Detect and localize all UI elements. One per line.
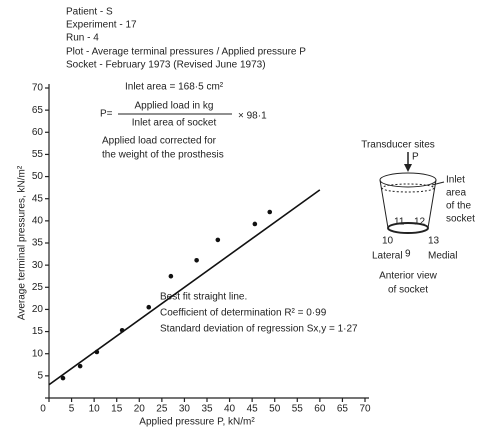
inlet-label: Inlet <box>446 175 465 186</box>
x-tick-label: 20 <box>134 404 146 415</box>
note: Best fit straight line. <box>160 292 247 303</box>
x-tick-label: 0 <box>40 404 46 415</box>
y-tick-label: 70 <box>32 83 44 94</box>
data-point <box>194 257 199 263</box>
diagram-title: Transducer sites <box>361 140 435 151</box>
y-tick-label: 10 <box>32 348 44 359</box>
note: Coefficient of determination R² = 0·99 <box>160 308 327 319</box>
formula-numerator: Applied load in kg <box>135 101 214 112</box>
y-tick-label: 5 <box>37 370 43 381</box>
header-line: Patient - S <box>66 7 113 18</box>
x-tick-label: 15 <box>111 404 123 415</box>
site-label: 10 <box>382 236 394 247</box>
site-label: 9 <box>405 249 411 260</box>
inlet-label: socket <box>446 214 475 225</box>
inlet-area: Inlet area = 168·5 cm² <box>125 82 224 93</box>
site-label: 11 <box>394 217 405 228</box>
note: Applied load corrected for <box>102 136 217 147</box>
data-point <box>252 221 258 227</box>
y-tick-label: 65 <box>32 105 44 116</box>
x-tick-label: 65 <box>337 404 349 415</box>
data-point <box>146 304 152 310</box>
site-label: 13 <box>428 236 440 247</box>
site-label: 12 <box>414 217 426 228</box>
x-tick-label: 5 <box>69 404 75 415</box>
y-tick-label: 25 <box>32 282 44 293</box>
formula-lhs: P= <box>100 109 113 120</box>
x-tick-label: 30 <box>179 404 191 415</box>
y-axis-label: Average terminal pressures, kN/m² <box>17 165 28 320</box>
y-tick-label: 35 <box>32 238 44 249</box>
data-point <box>215 237 221 243</box>
formula-factor: × 98·1 <box>238 111 267 122</box>
header-line: Run - 4 <box>66 33 99 44</box>
data-point <box>267 209 273 215</box>
y-tick-label: 55 <box>32 149 44 160</box>
socket-wall <box>379 179 437 229</box>
data-point <box>77 363 83 369</box>
x-tick-label: 55 <box>292 404 304 415</box>
y-tick-label: 50 <box>32 171 44 182</box>
load-label: P <box>412 152 419 163</box>
x-tick-label: 45 <box>247 404 259 415</box>
data-point <box>94 349 100 355</box>
inlet-label: area <box>446 188 466 199</box>
diagram-caption: Anterior view <box>379 271 438 282</box>
leader <box>431 181 445 186</box>
x-tick-label: 70 <box>359 404 371 415</box>
inlet-label: of the <box>446 201 471 212</box>
socket-base <box>387 222 429 234</box>
formula-denominator: Inlet area of socket <box>132 118 217 129</box>
y-tick-label: 20 <box>32 304 44 315</box>
x-tick-label: 10 <box>89 404 101 415</box>
data-point <box>168 273 174 279</box>
y-tick-label: 45 <box>32 193 44 204</box>
x-tick-label: 50 <box>269 404 281 415</box>
note: the weight of the prosthesis <box>102 150 224 161</box>
side-label: Lateral <box>372 251 403 262</box>
header-line: Plot - Average terminal pressures / Appl… <box>66 47 306 58</box>
x-tick-label: 35 <box>201 404 213 415</box>
arrowhead <box>404 164 412 172</box>
y-tick-label: 15 <box>32 326 44 337</box>
y-tick-label: 40 <box>32 215 44 226</box>
x-tick-label: 40 <box>224 404 236 415</box>
fit-line <box>48 189 321 386</box>
diagram-caption: of socket <box>388 285 428 296</box>
x-axis-label: Applied pressure P, kN/m² <box>139 417 255 428</box>
data-point <box>60 375 66 381</box>
note: Standard deviation of regression Sx,y = … <box>160 324 358 335</box>
socket-diagram: Transducer sites P Inlet area of the soc… <box>361 140 475 296</box>
y-tick-label: 30 <box>32 260 44 271</box>
inlet-plane <box>381 183 435 193</box>
y-tick-label: 60 <box>32 127 44 138</box>
header-line: Experiment - 17 <box>66 20 137 31</box>
side-label: Medial <box>428 251 457 262</box>
x-tick-label: 60 <box>314 404 326 415</box>
data-point <box>119 327 125 333</box>
header-line: Socket - February 1973 (Revised June 197… <box>66 60 266 71</box>
x-tick-label: 25 <box>156 404 168 415</box>
